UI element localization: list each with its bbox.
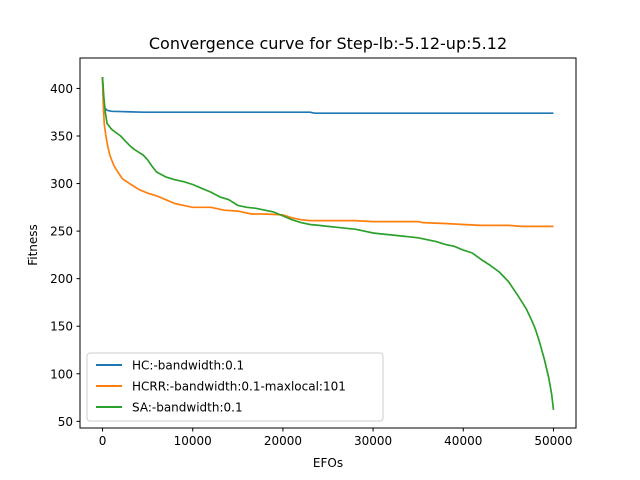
y-tick-label: 400: [50, 82, 73, 96]
y-tick-label: 300: [50, 177, 73, 191]
x-axis-label: EFOs: [313, 456, 343, 470]
x-tick-label: 20000: [264, 434, 302, 448]
chart-title: Convergence curve for Step-lb:-5.12-up:5…: [149, 34, 507, 53]
y-axis-label: Fitness: [26, 224, 40, 266]
y-tick-label: 50: [58, 415, 73, 429]
y-axis-ticks: 50 100 150 200 250 300 350 400: [50, 82, 80, 429]
series-lines: [101, 76, 555, 410]
y-tick-label: 200: [50, 272, 73, 286]
x-tick-label: 50000: [534, 434, 572, 448]
x-tick-label: 0: [99, 434, 107, 448]
y-tick-label: 100: [50, 367, 73, 381]
plot-frame: [79, 57, 577, 429]
x-tick-label: 10000: [174, 434, 212, 448]
legend-box: [86, 352, 384, 422]
y-tick-label: 350: [50, 129, 73, 143]
x-tick-label: 40000: [444, 434, 482, 448]
series-sa-line: [101, 76, 555, 410]
y-tick-label: 250: [50, 225, 73, 239]
series-hcrr-line: [101, 76, 554, 228]
x-tick-label: 30000: [354, 434, 392, 448]
legend-label-sa: SA:-bandwidth:0.1: [132, 401, 243, 415]
y-tick-label: 150: [50, 320, 73, 334]
legend-label-hcrr: HCRR:-bandwidth:0.1-maxlocal:101: [132, 380, 346, 394]
x-axis-ticks: 0 10000 20000 30000 40000 50000: [99, 428, 573, 448]
legend-label-hc: HC:-bandwidth:0.1: [132, 359, 244, 373]
legend: HC:-bandwidth:0.1 HCRR:-bandwidth:0.1-ma…: [86, 352, 384, 422]
